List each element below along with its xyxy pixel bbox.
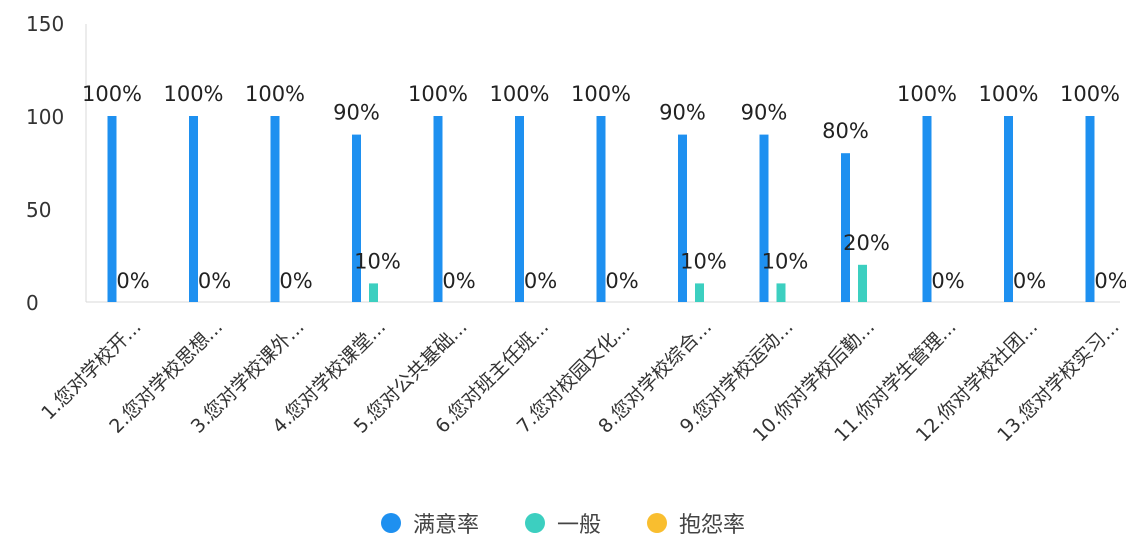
data-label: 0%	[1094, 269, 1126, 293]
legend-label: 抱怨率	[679, 513, 746, 538]
data-label: 80%	[822, 119, 869, 143]
bar-1	[596, 116, 606, 302]
data-label: 100%	[897, 82, 957, 106]
data-label: 0%	[198, 269, 231, 293]
data-label: 0%	[931, 269, 964, 293]
data-label: 100%	[82, 82, 142, 106]
data-label: 100%	[571, 82, 631, 106]
data-label: 10%	[680, 249, 727, 273]
data-label: 100%	[245, 82, 305, 106]
data-label: 0%	[605, 269, 638, 293]
bar-1	[352, 134, 361, 302]
legend-item[interactable]: 一般	[524, 507, 601, 539]
data-label: 0%	[116, 269, 149, 293]
data-label: 0%	[279, 269, 312, 293]
bar-1	[189, 116, 198, 302]
data-label: 0%	[1013, 269, 1046, 293]
data-label: 10%	[762, 249, 809, 273]
y-tick-label: 100	[26, 105, 64, 129]
legend-item[interactable]: 抱怨率	[647, 507, 745, 539]
data-label: 90%	[741, 101, 788, 125]
data-label: 100%	[1060, 82, 1120, 106]
bar-1	[515, 116, 524, 302]
bar-2	[776, 283, 786, 302]
legend-label: 满意率	[412, 513, 479, 538]
bar-2	[369, 283, 378, 302]
y-tick-label: 50	[26, 198, 51, 222]
data-label: 10%	[354, 249, 401, 273]
chart-legend: 满意率 一般 抱怨率	[0, 507, 1126, 539]
legend-marker	[647, 513, 667, 533]
data-label: 100%	[408, 82, 468, 106]
bar-1	[1004, 116, 1013, 302]
data-label: 90%	[659, 101, 706, 125]
bar-1	[759, 134, 769, 302]
legend-marker	[524, 513, 545, 533]
data-label: 0%	[524, 269, 557, 293]
y-tick-label: 0	[26, 291, 39, 315]
data-label: 100%	[978, 82, 1038, 106]
bar-2	[695, 283, 704, 302]
bar-1	[433, 116, 443, 302]
legend-item[interactable]: 满意率	[380, 507, 479, 539]
data-label: 0%	[442, 269, 475, 293]
bar-1	[678, 134, 687, 302]
bar-1	[270, 116, 280, 302]
bar-1	[107, 116, 117, 302]
data-label: 90%	[333, 101, 380, 125]
data-label: 100%	[489, 82, 549, 106]
bar-1	[1085, 116, 1095, 302]
data-label: 20%	[843, 231, 890, 255]
legend-marker	[380, 513, 401, 533]
bar-1	[841, 153, 850, 302]
bar-2	[858, 264, 867, 302]
y-tick-label: 150	[26, 12, 64, 36]
bar-1	[922, 116, 932, 302]
legend-label: 一般	[556, 513, 601, 538]
data-label: 100%	[163, 82, 223, 106]
